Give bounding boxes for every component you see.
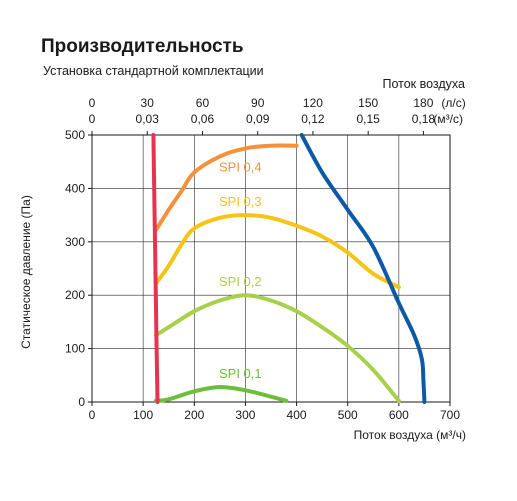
top-tick-label-ls: 120 (303, 96, 323, 110)
top-tick-label-m3s: 0,06 (191, 112, 215, 126)
series-label: SPI 0,1 (219, 366, 262, 381)
series-line-spi-0-2 (153, 293, 401, 403)
top-tick-label-ls: 150 (358, 96, 378, 110)
chart-title: Производительность (41, 36, 244, 57)
top-tick-label-ls: 90 (251, 96, 265, 110)
series-label: SPI 0,2 (219, 274, 262, 289)
y-tick-label: 0 (78, 395, 85, 409)
x-tick-label: 200 (184, 408, 204, 422)
x-axis-label: Поток воздуха (м³/ч) (353, 428, 466, 442)
series-line-spi-0-4 (153, 143, 299, 233)
x-tick-label: 100 (133, 408, 153, 422)
top-unit-ls: (л/с) (441, 96, 465, 110)
y-tick-label: 400 (65, 181, 85, 195)
top-tick-label-m3s: 0,18 (412, 112, 436, 126)
x-tick-label: 300 (235, 408, 255, 422)
y-tick-label: 500 (65, 128, 85, 142)
series-line-spi-0-3 (153, 213, 401, 290)
top-tick-label-ls: 60 (196, 96, 210, 110)
series-label: SPI 0,4 (219, 159, 262, 174)
y-tick-label: 300 (65, 235, 85, 249)
series-layer (151, 133, 427, 404)
top-tick-label-ls: 30 (141, 96, 155, 110)
top-tick-label-m3s: 0 (89, 112, 96, 126)
x-tick-label: 0 (89, 408, 96, 422)
x-tick-label: 700 (440, 408, 460, 422)
labels-layer: SPI 0,1 SPI 0,2 SPI 0,3 SPI 0,4 (219, 159, 262, 381)
x-tick-label: 500 (338, 408, 358, 422)
top-unit-m3s: (м³/с) (433, 112, 463, 126)
top-tick-label-ls: 180 (413, 96, 433, 110)
chart-subtitle: Установка стандартной комплектации (43, 64, 264, 78)
series-label: SPI 0,3 (219, 194, 262, 209)
boundary-line-5 (151, 133, 160, 404)
top-tick-label-m3s: 0,09 (246, 112, 270, 126)
y-tick-label: 200 (65, 288, 85, 302)
axes: 0 100 200 300 400 500 600 700010020030040050000… (65, 96, 466, 422)
y-tick-label: 100 (65, 342, 85, 356)
plot-frame (91, 134, 451, 403)
top-tick-label-m3s: 0,15 (356, 112, 380, 126)
top-tick-label-ls: 0 (89, 96, 96, 110)
top-tick-label-m3s: 0,12 (301, 112, 325, 126)
series-line-spi-0-1 (153, 384, 289, 403)
grid (92, 135, 450, 402)
top-tick-label-m3s: 0,03 (136, 112, 160, 126)
x-tick-label: 600 (389, 408, 409, 422)
top-axis-label: Поток воздуха (382, 77, 465, 91)
boundary-line-4 (299, 133, 427, 404)
x-tick-label: 400 (287, 408, 307, 422)
